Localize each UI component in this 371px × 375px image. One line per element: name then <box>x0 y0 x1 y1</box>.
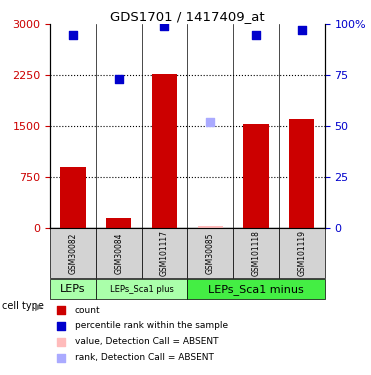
Point <box>253 32 259 38</box>
Text: GSM30084: GSM30084 <box>114 232 123 274</box>
Point <box>58 355 64 361</box>
Bar <box>60 167 86 228</box>
Bar <box>187 279 325 299</box>
Bar <box>50 279 96 299</box>
Text: value, Detection Call = ABSENT: value, Detection Call = ABSENT <box>75 337 218 346</box>
Bar <box>142 228 187 278</box>
Point <box>58 307 64 313</box>
Bar <box>50 228 96 278</box>
Text: rank, Detection Call = ABSENT: rank, Detection Call = ABSENT <box>75 353 214 362</box>
Bar <box>152 74 177 228</box>
Bar <box>106 218 131 228</box>
Text: LEPs_Sca1 plus: LEPs_Sca1 plus <box>110 285 174 294</box>
Text: ▶: ▶ <box>35 302 42 311</box>
Bar <box>198 226 223 228</box>
Bar <box>233 228 279 278</box>
Point <box>58 323 64 329</box>
Bar <box>187 228 233 278</box>
Text: count: count <box>75 306 101 315</box>
Text: LEPs_Sca1 minus: LEPs_Sca1 minus <box>208 284 304 295</box>
Point <box>161 23 167 29</box>
Text: GSM30082: GSM30082 <box>69 232 78 274</box>
Text: GSM30085: GSM30085 <box>206 232 215 274</box>
Bar <box>289 120 314 228</box>
Point <box>299 27 305 33</box>
Point <box>70 32 76 38</box>
Text: percentile rank within the sample: percentile rank within the sample <box>75 321 228 330</box>
Bar <box>279 228 325 278</box>
Text: GSM101119: GSM101119 <box>297 230 306 276</box>
Bar <box>243 124 269 228</box>
Text: GSM101118: GSM101118 <box>252 230 260 276</box>
Bar <box>96 279 187 299</box>
Text: cell type: cell type <box>2 301 44 310</box>
Text: LEPs: LEPs <box>60 284 86 294</box>
Title: GDS1701 / 1417409_at: GDS1701 / 1417409_at <box>110 10 265 23</box>
Point <box>58 339 64 345</box>
Text: GSM101117: GSM101117 <box>160 230 169 276</box>
Bar <box>96 228 142 278</box>
Point <box>207 119 213 125</box>
Point <box>116 76 122 82</box>
